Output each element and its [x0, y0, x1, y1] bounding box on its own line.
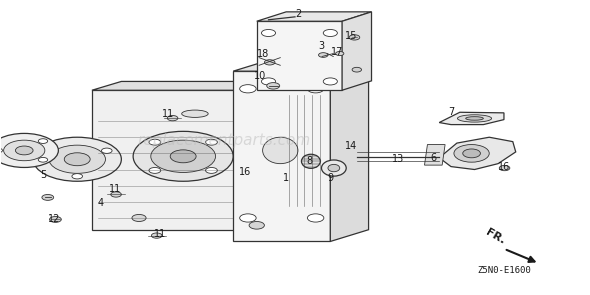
- Circle shape: [168, 116, 178, 121]
- Text: 4: 4: [98, 198, 104, 208]
- Polygon shape: [257, 21, 342, 90]
- Text: 10: 10: [254, 71, 266, 81]
- Text: 1: 1: [283, 173, 289, 183]
- Text: 2: 2: [295, 9, 301, 19]
- Polygon shape: [330, 59, 369, 241]
- Text: Z5N0-E1600: Z5N0-E1600: [477, 266, 531, 275]
- Text: 12: 12: [47, 214, 60, 224]
- Circle shape: [349, 35, 360, 40]
- Circle shape: [42, 194, 54, 200]
- Circle shape: [33, 137, 122, 181]
- Circle shape: [264, 60, 275, 65]
- Circle shape: [111, 192, 122, 197]
- Circle shape: [240, 214, 256, 222]
- Text: 18: 18: [257, 49, 269, 58]
- Ellipse shape: [263, 137, 298, 164]
- Polygon shape: [242, 81, 271, 230]
- Ellipse shape: [466, 117, 483, 120]
- Text: 11: 11: [153, 229, 166, 239]
- Ellipse shape: [322, 160, 346, 176]
- Text: 17: 17: [331, 47, 343, 57]
- Polygon shape: [233, 71, 330, 241]
- Circle shape: [205, 139, 217, 145]
- Circle shape: [319, 53, 328, 57]
- Text: 16: 16: [239, 168, 251, 178]
- Circle shape: [152, 233, 162, 238]
- Text: 13: 13: [392, 154, 404, 164]
- Text: 6: 6: [430, 153, 437, 163]
- Circle shape: [132, 214, 146, 222]
- Text: 11: 11: [162, 109, 175, 119]
- Circle shape: [205, 168, 217, 173]
- Circle shape: [454, 145, 489, 162]
- Circle shape: [0, 133, 58, 168]
- Circle shape: [101, 148, 112, 153]
- Text: 14: 14: [345, 141, 357, 151]
- Polygon shape: [257, 12, 372, 21]
- Circle shape: [170, 150, 196, 163]
- Circle shape: [336, 52, 344, 55]
- Text: 8: 8: [307, 156, 313, 166]
- Polygon shape: [92, 81, 271, 90]
- Circle shape: [261, 30, 276, 37]
- Circle shape: [249, 222, 264, 229]
- Circle shape: [261, 78, 276, 85]
- Circle shape: [149, 139, 160, 145]
- Circle shape: [38, 139, 48, 143]
- Ellipse shape: [328, 164, 340, 172]
- Circle shape: [38, 158, 48, 162]
- Polygon shape: [342, 12, 372, 90]
- Text: 3: 3: [319, 41, 324, 51]
- Polygon shape: [424, 145, 445, 165]
- Text: 11: 11: [109, 183, 122, 194]
- Circle shape: [267, 83, 280, 89]
- Circle shape: [0, 148, 2, 153]
- Polygon shape: [439, 112, 504, 124]
- Circle shape: [307, 85, 324, 93]
- Circle shape: [15, 146, 33, 155]
- Circle shape: [151, 140, 215, 173]
- Circle shape: [42, 148, 53, 153]
- Text: FR.: FR.: [484, 227, 506, 246]
- Circle shape: [240, 85, 256, 93]
- Polygon shape: [233, 59, 369, 71]
- Text: 5: 5: [41, 171, 47, 181]
- Circle shape: [133, 131, 233, 181]
- Circle shape: [323, 30, 337, 37]
- Circle shape: [463, 149, 480, 158]
- Ellipse shape: [301, 154, 320, 168]
- Text: 9: 9: [327, 173, 333, 183]
- Text: 16: 16: [498, 162, 510, 172]
- Circle shape: [50, 217, 61, 222]
- Text: 15: 15: [345, 31, 357, 41]
- Circle shape: [307, 214, 324, 222]
- Circle shape: [323, 78, 337, 85]
- Polygon shape: [92, 90, 242, 230]
- Circle shape: [49, 145, 106, 173]
- Text: 7: 7: [448, 107, 454, 117]
- Circle shape: [149, 168, 160, 173]
- Polygon shape: [439, 137, 516, 170]
- Circle shape: [64, 153, 90, 166]
- Circle shape: [72, 174, 83, 179]
- Circle shape: [352, 67, 362, 72]
- Ellipse shape: [457, 115, 491, 122]
- Ellipse shape: [182, 110, 208, 117]
- Circle shape: [4, 140, 45, 161]
- Text: replacementparts.com: replacementparts.com: [137, 133, 311, 148]
- Circle shape: [499, 165, 510, 171]
